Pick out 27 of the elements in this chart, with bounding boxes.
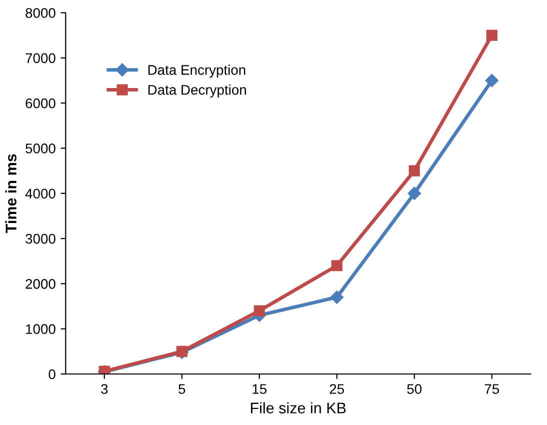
point bbox=[254, 305, 265, 316]
legend-label: Data Encryption bbox=[148, 64, 246, 78]
y-tick-label: 1000 bbox=[26, 324, 56, 334]
y-tick-label: 6000 bbox=[26, 98, 56, 108]
y-tick-label: 0 bbox=[48, 369, 56, 380]
y-tick-label: 8000 bbox=[26, 8, 56, 18]
point bbox=[485, 74, 498, 88]
x-tick-label: 50 bbox=[407, 384, 422, 394]
y-tick-label: 7000 bbox=[26, 53, 56, 64]
point bbox=[176, 346, 188, 357]
y-tick-label: 4000 bbox=[25, 188, 56, 199]
y-axis-title: Time in ms bbox=[5, 154, 16, 233]
x-tick-label: 75 bbox=[484, 384, 499, 394]
point bbox=[331, 260, 342, 272]
x-axis-title: File size in KB bbox=[250, 402, 346, 414]
legend-label: Data Decryption bbox=[148, 84, 246, 98]
x-tick-label: 15 bbox=[252, 384, 267, 394]
y-tick-label: 2000 bbox=[26, 279, 56, 289]
point bbox=[486, 30, 498, 41]
x-tick-label: 5 bbox=[178, 384, 186, 394]
point bbox=[330, 290, 344, 304]
x-tick-label: 3 bbox=[101, 384, 108, 394]
point bbox=[408, 186, 421, 200]
y-tick-label: 3000 bbox=[26, 234, 56, 244]
y-tick-label: 5000 bbox=[26, 144, 56, 154]
x-tick-label: 25 bbox=[330, 384, 344, 394]
point bbox=[408, 165, 420, 176]
